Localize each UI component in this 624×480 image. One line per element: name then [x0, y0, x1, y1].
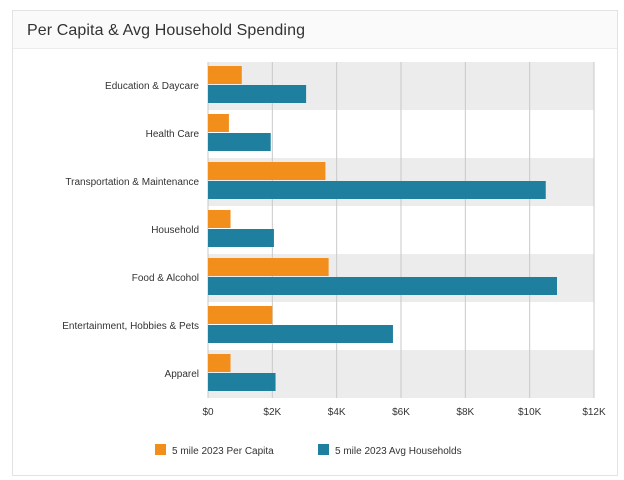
category-label: Apparel [165, 369, 199, 380]
bar-per-capita[interactable] [208, 114, 229, 132]
bar-per-capita[interactable] [208, 210, 231, 228]
category-label: Household [151, 225, 199, 236]
category-label: Food & Alcohol [132, 273, 199, 284]
bar-avg-household[interactable] [208, 277, 558, 295]
chart-title: Per Capita & Avg Household Spending [27, 22, 306, 39]
legend-label: 5 mile 2023 Per Capita [172, 446, 274, 457]
bar-per-capita[interactable] [208, 162, 326, 180]
x-tick-label: $2K [263, 407, 281, 418]
x-tick-label: $4K [328, 407, 346, 418]
bar-avg-household[interactable] [208, 229, 274, 247]
x-tick-label: $0 [202, 407, 214, 418]
bar-avg-household[interactable] [208, 85, 307, 103]
bar-per-capita[interactable] [208, 354, 231, 372]
bar-avg-household[interactable] [208, 325, 393, 343]
x-tick-label: $12K [582, 407, 606, 418]
bar-avg-household[interactable] [208, 133, 271, 151]
category-label: Transportation & Maintenance [65, 177, 199, 188]
bar-avg-household[interactable] [208, 373, 276, 391]
x-tick-label: $6K [392, 407, 410, 418]
category-label: Entertainment, Hobbies & Pets [62, 321, 199, 332]
x-tick-label: $10K [518, 407, 542, 418]
category-label: Health Care [146, 129, 200, 140]
card-header: Per Capita & Avg Household Spending [13, 11, 617, 49]
category-label: Education & Daycare [105, 81, 199, 92]
bar-avg-household[interactable] [208, 181, 546, 199]
x-tick-label: $8K [456, 407, 474, 418]
bar-per-capita[interactable] [208, 306, 273, 324]
bar-per-capita[interactable] [208, 258, 329, 276]
bar-per-capita[interactable] [208, 66, 242, 84]
legend-swatch [318, 444, 329, 455]
legend-swatch [155, 444, 166, 455]
legend-label: 5 mile 2023 Avg Households [335, 446, 462, 457]
